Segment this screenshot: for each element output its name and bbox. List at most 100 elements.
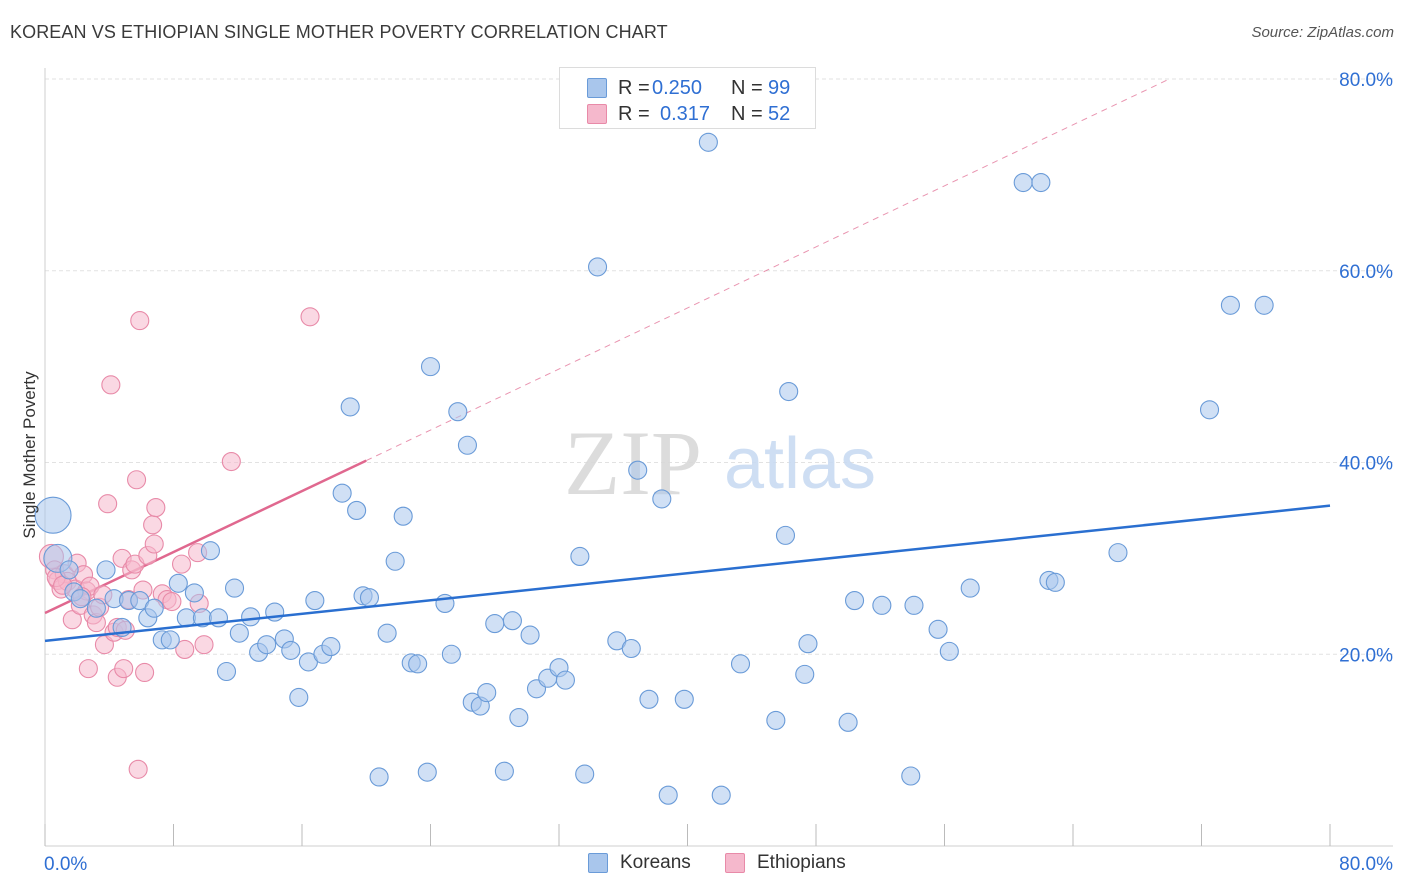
koreans-legend-label: Koreans <box>620 852 691 873</box>
korean-point <box>200 541 220 561</box>
korean-point <box>224 578 245 598</box>
ethiopian-point <box>143 515 163 535</box>
korean-point <box>1254 295 1274 315</box>
y-axis-label: Single Mother Poverty <box>20 371 39 539</box>
korean-point <box>184 583 204 603</box>
korean-point <box>59 560 79 580</box>
korean-point <box>901 766 921 786</box>
korean-point <box>86 598 106 618</box>
n-value: 52 <box>768 103 791 125</box>
ethiopians-points <box>38 307 320 779</box>
korean-point <box>420 357 441 377</box>
legend-row-ethiopians: R = 0.317 N = 52 <box>560 101 815 127</box>
korean-point <box>639 689 659 709</box>
ethiopians-swatch <box>587 104 607 124</box>
ethiopian-point <box>175 639 195 660</box>
korean-point <box>393 506 413 526</box>
korean-point <box>477 683 497 703</box>
ethiopian-point <box>144 534 164 554</box>
ethiopian-point <box>135 662 155 683</box>
korean-point <box>575 764 595 784</box>
tick-labels: 20.0% 40.0% 60.0% 80.0% 0.0% 80.0% <box>44 70 1393 875</box>
korean-point <box>494 761 514 781</box>
korean-point <box>555 670 575 690</box>
korean-point <box>168 573 188 593</box>
koreans-swatch <box>587 78 607 98</box>
korean-point <box>730 654 751 674</box>
korean-point <box>872 595 892 615</box>
korean-point <box>960 578 980 598</box>
y-tick-label: 40.0% <box>1339 454 1393 475</box>
y-tick-label: 80.0% <box>1339 70 1393 91</box>
korean-point <box>1220 295 1240 315</box>
korean-point <box>502 611 522 631</box>
ethiopian-point <box>62 610 82 630</box>
korean-point <box>281 640 301 660</box>
ethiopians-legend-label: Ethiopians <box>757 852 846 873</box>
korean-point <box>795 664 815 684</box>
korean-point <box>674 689 694 709</box>
korean-point <box>652 489 672 509</box>
ethiopian-point <box>127 470 147 490</box>
korean-point <box>798 634 818 654</box>
ethiopian-point <box>162 591 182 612</box>
n-value: 99 <box>768 77 791 99</box>
x-tick-label: 80.0% <box>1339 854 1393 875</box>
chart-title: KOREAN VS ETHIOPIAN SINGLE MOTHER POVERT… <box>10 22 668 42</box>
korean-point <box>844 591 865 611</box>
korean-point <box>34 496 72 534</box>
r-label: R = <box>618 103 650 125</box>
korean-point <box>838 712 858 732</box>
ethiopian-point <box>78 659 98 679</box>
correlation-legend: R = 0.250 N = 99 R = 0.317 N = 52 <box>559 67 816 129</box>
koreans-trendline <box>44 504 1331 643</box>
koreans-legend-swatch <box>588 853 608 873</box>
korean-point <box>417 762 437 782</box>
korean-point <box>698 132 718 152</box>
korean-point <box>289 687 309 707</box>
korean-point <box>485 614 505 634</box>
x-tick-label: 0.0% <box>44 854 87 875</box>
r-label: R = <box>618 77 650 99</box>
korean-point <box>570 546 590 567</box>
korean-point <box>369 767 389 787</box>
korean-point <box>160 630 180 650</box>
koreans-trendline-solid <box>44 504 1331 643</box>
korean-point <box>347 500 367 520</box>
korean-point <box>779 382 799 402</box>
ethiopian-point <box>194 635 214 655</box>
korean-point <box>441 644 461 664</box>
korean-point <box>144 598 164 618</box>
korean-point <box>241 607 261 627</box>
ethiopian-point <box>114 659 134 679</box>
korean-point <box>1108 543 1128 563</box>
source-label: Source: ZipAtlas.com <box>1251 24 1394 41</box>
ethiopian-point <box>130 311 150 331</box>
korean-point <box>904 595 924 615</box>
korean-point <box>628 460 648 480</box>
korean-point <box>621 638 641 659</box>
ethiopian-point <box>101 375 121 395</box>
n-label: N = <box>731 77 763 99</box>
korean-point <box>229 623 249 643</box>
korean-point <box>448 402 468 422</box>
korean-point <box>939 641 959 661</box>
ethiopian-point <box>98 494 118 514</box>
ethiopians-trendline-extension <box>366 78 1170 462</box>
ethiopian-point <box>300 307 320 327</box>
korean-point <box>321 637 341 657</box>
korean-point <box>457 435 477 455</box>
n-label: N = <box>731 103 763 125</box>
korean-point <box>509 707 529 728</box>
y-tick-label: 20.0% <box>1339 645 1393 666</box>
korean-point <box>340 397 360 417</box>
korean-point <box>520 625 540 645</box>
korean-point <box>1013 172 1033 193</box>
korean-point <box>385 551 405 571</box>
korean-point <box>332 483 352 503</box>
korean-point <box>377 623 397 643</box>
korean-point <box>96 560 116 580</box>
grid-lines <box>45 78 1393 655</box>
korean-point <box>305 591 325 611</box>
korean-point <box>775 525 796 545</box>
